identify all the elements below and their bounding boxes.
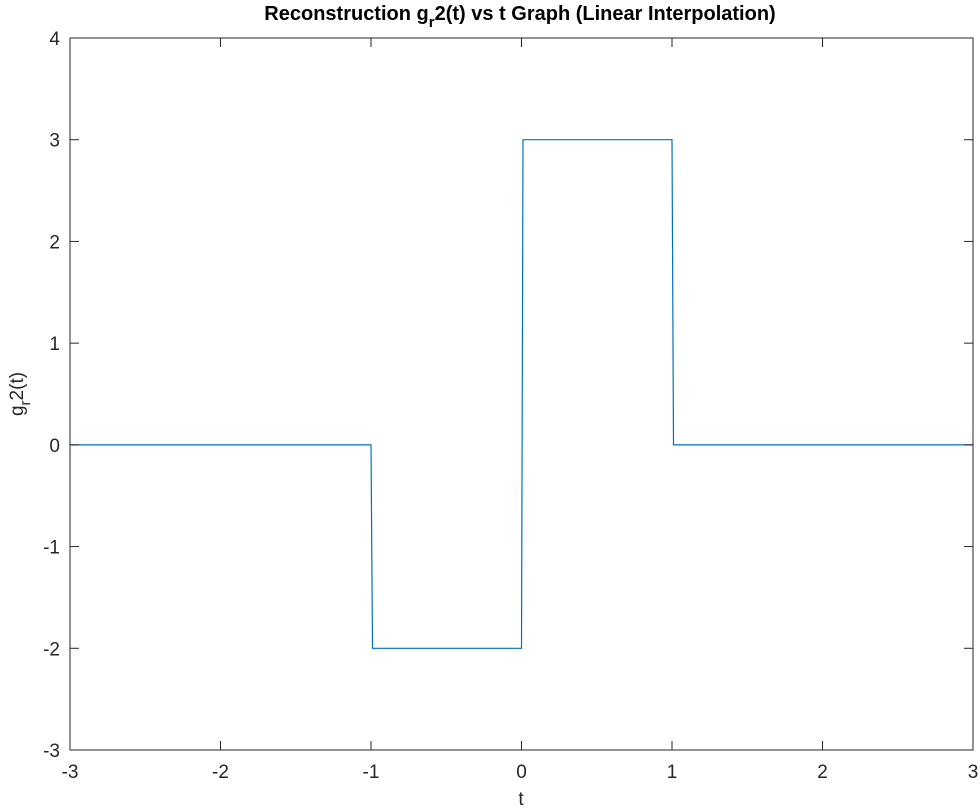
y-ticks: -3 -2 -1 0 1 2 3 4 xyxy=(43,29,973,762)
x-tick-label: 1 xyxy=(667,762,678,783)
x-tick-label: -1 xyxy=(363,762,380,783)
x-tick-label: -2 xyxy=(212,762,229,783)
y-tick-label: -2 xyxy=(43,639,60,660)
y-tick-label: 2 xyxy=(49,232,60,253)
y-tick-label: -3 xyxy=(43,741,60,762)
x-tick-label: 0 xyxy=(516,762,527,783)
y-tick-label: 4 xyxy=(49,29,60,50)
y-axis-label: gr2(t) xyxy=(7,372,34,416)
y-tick-label: 1 xyxy=(49,334,60,355)
series-line xyxy=(70,139,973,649)
x-tick-label: 3 xyxy=(968,762,979,783)
y-tick-label: 3 xyxy=(49,131,60,152)
x-tick-label: 2 xyxy=(817,762,828,783)
x-ticks: -3 -2 -1 0 1 2 3 xyxy=(62,38,979,783)
x-axis-label: t xyxy=(518,789,524,810)
x-tick-label: -3 xyxy=(62,762,79,783)
y-tick-label: -1 xyxy=(43,538,60,559)
y-tick-label: 0 xyxy=(49,436,60,457)
series-layer xyxy=(70,139,973,649)
chart-title: Reconstruction gr2(t) vs t Graph (Linear… xyxy=(264,3,775,31)
